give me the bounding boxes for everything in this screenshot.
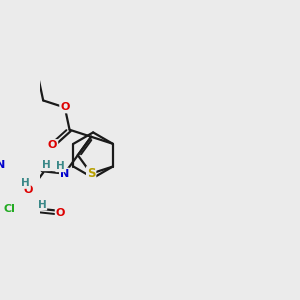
Text: H: H [42,160,50,170]
Text: O: O [24,184,33,195]
Text: O: O [56,208,65,218]
Text: H: H [21,178,30,188]
Text: O: O [48,140,57,150]
Text: H: H [38,200,46,209]
Text: O: O [60,103,70,112]
Text: N: N [0,160,6,170]
Text: S: S [87,167,95,180]
Text: N: N [60,169,69,178]
Text: Cl: Cl [3,204,15,214]
Text: H: H [56,161,65,171]
